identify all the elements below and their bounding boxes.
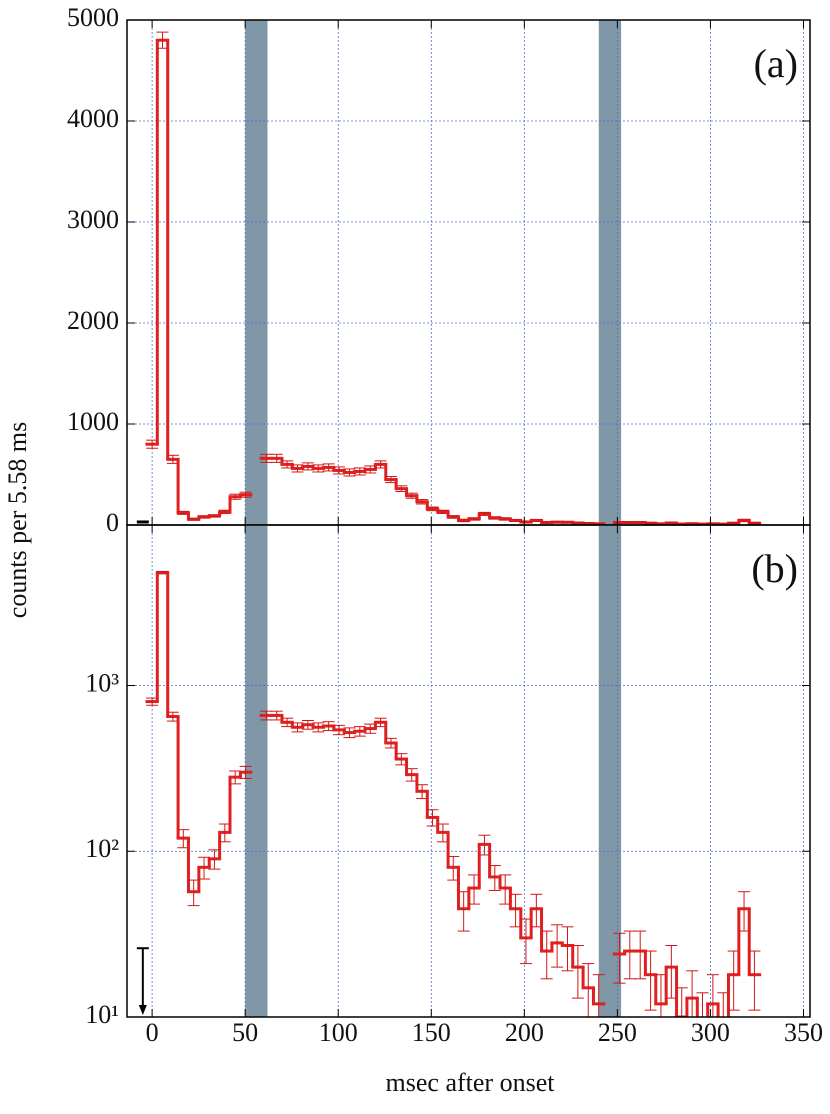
y-tick-label: 2000 xyxy=(67,306,119,335)
y-tick-label: 5000 xyxy=(67,3,119,32)
y-axis-label: counts per 5.58 ms xyxy=(3,422,32,618)
panel-annotation: (a) xyxy=(754,41,798,86)
shaded-band xyxy=(598,20,622,525)
x-tick-label: 300 xyxy=(691,1018,730,1047)
plot-frame xyxy=(126,524,811,1018)
y-tick-label: 10¹ xyxy=(85,1000,119,1029)
x-tick-label: 350 xyxy=(784,1018,823,1047)
y-tick-label: 10³ xyxy=(85,668,119,697)
x-tick-label: 200 xyxy=(505,1018,544,1047)
y-tick-label: 0 xyxy=(106,508,119,537)
x-tick-label: 150 xyxy=(412,1018,451,1047)
y-tick-label: 10² xyxy=(85,834,119,863)
x-tick-label: 0 xyxy=(146,1018,159,1047)
y-tick-label: 4000 xyxy=(67,104,119,133)
x-tick-label: 100 xyxy=(319,1018,358,1047)
shaded-band xyxy=(245,525,268,1017)
x-tick-label: 50 xyxy=(232,1018,258,1047)
plot-frame xyxy=(126,19,811,526)
shaded-band xyxy=(245,20,268,525)
plot-area xyxy=(127,20,810,525)
y-tick-label: 1000 xyxy=(67,407,119,436)
panel: 0 1000 2000 3000 4000 5000 (a) counts per 5.58 … xyxy=(3,3,811,618)
plot-area xyxy=(127,525,810,1017)
x-axis-label: msec after onset xyxy=(386,1068,556,1097)
y-tick-label: 3000 xyxy=(67,205,119,234)
x-tick-label: 250 xyxy=(598,1018,637,1047)
panel-annotation: (b) xyxy=(751,546,798,591)
arrow-head xyxy=(138,1005,147,1015)
panel: 10¹ 10² 10³ 0 50 100 150 200 250 300 350 (b) msec af… xyxy=(85,524,823,1097)
shaded-band xyxy=(598,525,622,1017)
